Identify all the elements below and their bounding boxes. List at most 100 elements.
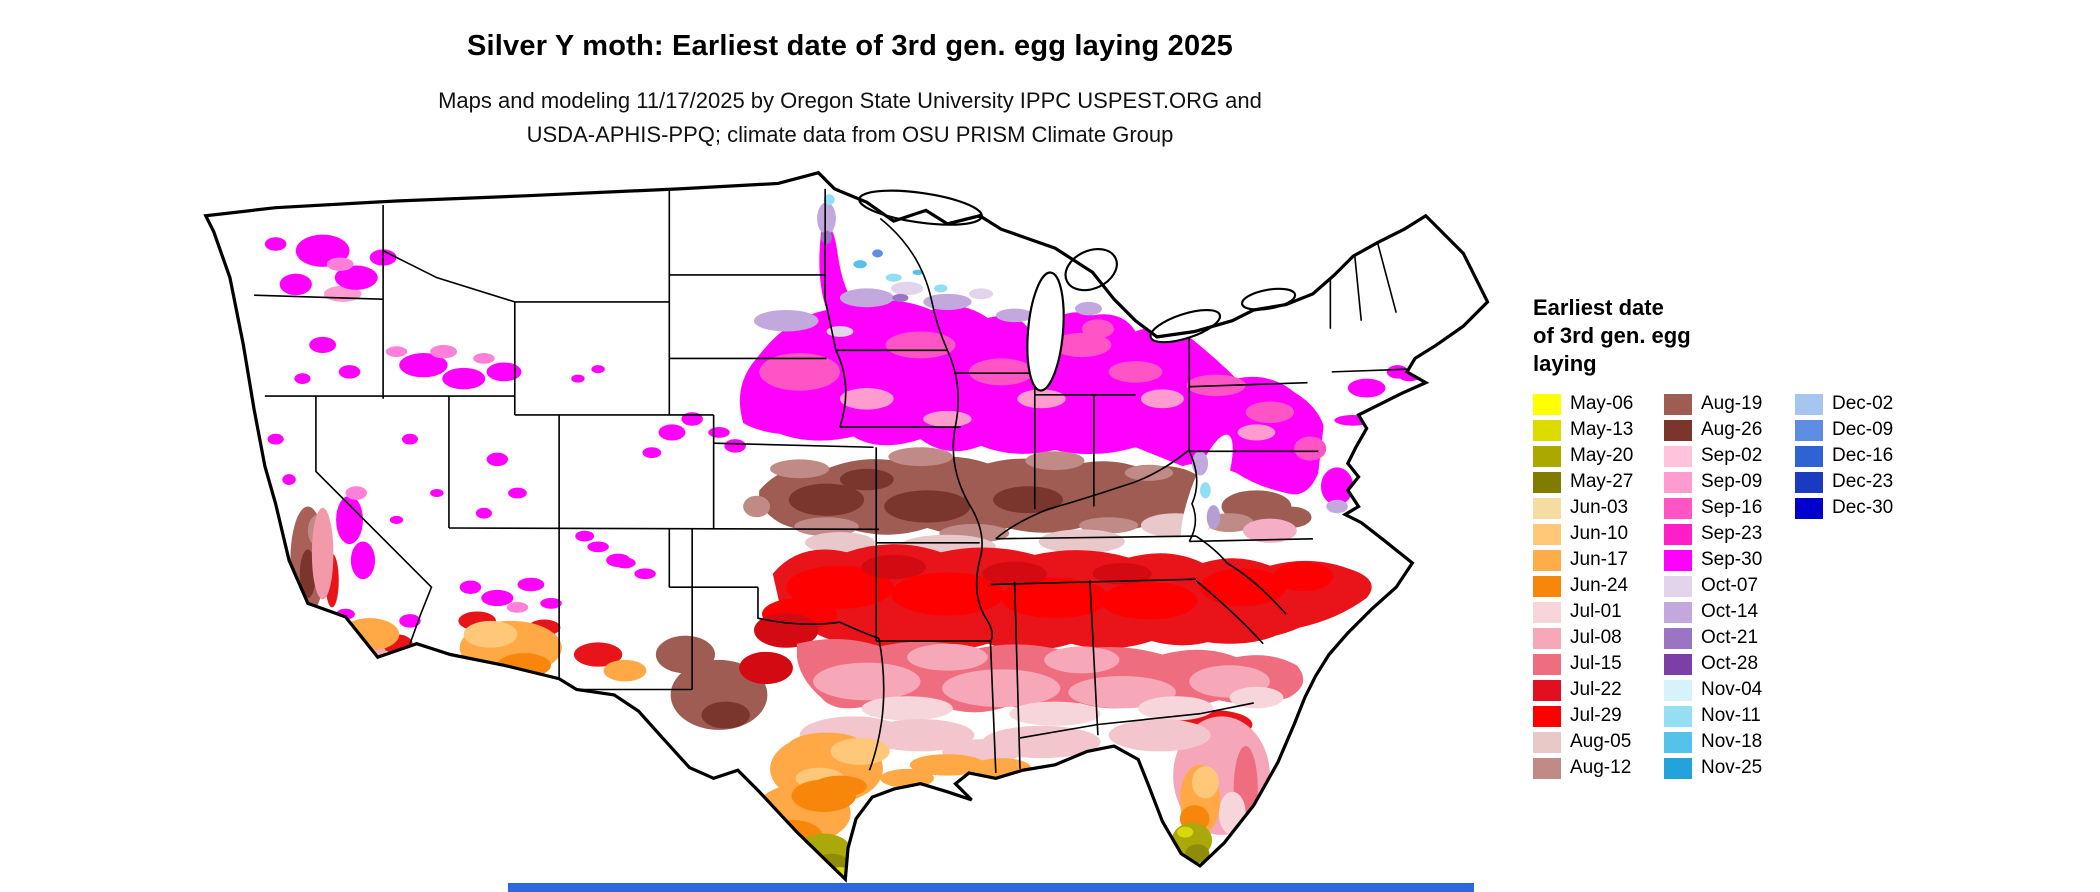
legend-label: Dec-16	[1832, 445, 1894, 466]
legend-item: Aug-05	[1533, 729, 1664, 755]
us-outline	[203, 170, 1490, 883]
legend-label: Dec-02	[1832, 393, 1894, 414]
legend-swatch	[1664, 445, 1692, 467]
legend-swatch	[1533, 705, 1561, 727]
legend-item: Dec-30	[1795, 495, 1926, 521]
legend-label: Sep-09	[1701, 471, 1763, 492]
legend-label: Oct-28	[1701, 653, 1759, 674]
legend-item: Aug-19	[1664, 391, 1795, 417]
legend-swatch	[1664, 731, 1692, 753]
legend-column: May-06 May-13 May-20 May-27 Jun-03 Jun-10 Jun-…	[1533, 391, 1664, 781]
legend-swatch	[1533, 627, 1561, 649]
legend-item: May-20	[1533, 443, 1664, 469]
legend-label: Nov-18	[1701, 731, 1763, 752]
legend-item: Dec-09	[1795, 417, 1926, 443]
legend-label: Dec-30	[1832, 497, 1894, 518]
legend-swatch	[1533, 445, 1561, 467]
legend-swatch	[1664, 627, 1692, 649]
legend-swatch	[1664, 393, 1692, 415]
state-borders	[254, 188, 1407, 773]
legend-item: Nov-18	[1664, 729, 1795, 755]
legend-swatch	[1795, 471, 1823, 493]
legend-swatch	[1533, 393, 1561, 415]
legend-column: Aug-19 Aug-26 Sep-02 Sep-09 Sep-16 Sep-23 Sep-…	[1664, 391, 1795, 781]
legend-item: Jul-29	[1533, 703, 1664, 729]
bottom-strip	[508, 883, 1474, 892]
legend-label: Aug-19	[1701, 393, 1763, 414]
legend-item: Oct-14	[1664, 599, 1795, 625]
legend-item: Aug-12	[1533, 755, 1664, 781]
legend-label: May-06	[1570, 393, 1634, 414]
legend: Earliest date of 3rd gen. egg laying May…	[1533, 294, 2013, 781]
us-map	[195, 170, 1501, 886]
legend-swatch	[1795, 419, 1823, 441]
legend-title-line-3: laying	[1533, 351, 1597, 376]
legend-item: Oct-21	[1664, 625, 1795, 651]
legend-item: Jun-24	[1533, 573, 1664, 599]
legend-swatch	[1664, 575, 1692, 597]
legend-item: Jul-15	[1533, 651, 1664, 677]
legend-label: Jun-10	[1570, 523, 1629, 544]
legend-swatch	[1664, 705, 1692, 727]
legend-label: Aug-12	[1570, 757, 1632, 778]
legend-item: Sep-30	[1664, 547, 1795, 573]
legend-item: May-06	[1533, 391, 1664, 417]
legend-item: Jul-22	[1533, 677, 1664, 703]
legend-label: Sep-30	[1701, 549, 1763, 570]
legend-item: Jul-08	[1533, 625, 1664, 651]
legend-swatch	[1533, 419, 1561, 441]
legend-label: Oct-14	[1701, 601, 1759, 622]
legend-swatch	[1795, 497, 1823, 519]
legend-swatch	[1533, 679, 1561, 701]
legend-swatch	[1533, 757, 1561, 779]
legend-label: Jun-03	[1570, 497, 1629, 518]
legend-item: Nov-04	[1664, 677, 1795, 703]
legend-swatch	[1533, 523, 1561, 545]
legend-item: Sep-23	[1664, 521, 1795, 547]
legend-label: Sep-16	[1701, 497, 1763, 518]
legend-columns: May-06 May-13 May-20 May-27 Jun-03 Jun-10 Jun-…	[1533, 391, 2013, 781]
legend-label: Jul-01	[1570, 601, 1622, 622]
legend-item: May-27	[1533, 469, 1664, 495]
legend-swatch	[1664, 679, 1692, 701]
legend-item: Jun-03	[1533, 495, 1664, 521]
legend-item: May-13	[1533, 417, 1664, 443]
legend-title: Earliest date of 3rd gen. egg laying	[1533, 294, 2013, 378]
page-subtitle: Maps and modeling 11/17/2025 by Oregon S…	[0, 84, 1700, 152]
legend-label: Sep-02	[1701, 445, 1763, 466]
legend-label: Aug-26	[1701, 419, 1763, 440]
legend-swatch	[1664, 653, 1692, 675]
legend-label: Oct-21	[1701, 627, 1759, 648]
legend-label: Jul-08	[1570, 627, 1622, 648]
legend-swatch	[1664, 549, 1692, 571]
legend-label: Dec-23	[1832, 471, 1894, 492]
legend-label: Jun-17	[1570, 549, 1629, 570]
legend-swatch	[1664, 757, 1692, 779]
legend-swatch	[1533, 601, 1561, 623]
legend-item: Jun-10	[1533, 521, 1664, 547]
legend-item: Nov-25	[1664, 755, 1795, 781]
legend-label: May-20	[1570, 445, 1634, 466]
legend-item: Jun-17	[1533, 547, 1664, 573]
legend-swatch	[1795, 393, 1823, 415]
subtitle-line-1: Maps and modeling 11/17/2025 by Oregon S…	[438, 88, 1262, 113]
legend-label: Aug-05	[1570, 731, 1632, 752]
map-fill-layer	[205, 172, 1488, 880]
legend-label: Jul-29	[1570, 705, 1622, 726]
legend-item: Nov-11	[1664, 703, 1795, 729]
legend-label: Dec-09	[1832, 419, 1894, 440]
legend-item: Aug-26	[1664, 417, 1795, 443]
legend-label: May-13	[1570, 419, 1634, 440]
legend-swatch	[1664, 419, 1692, 441]
legend-swatch	[1533, 471, 1561, 493]
legend-item: Sep-02	[1664, 443, 1795, 469]
us-map-svg	[203, 170, 1490, 883]
legend-swatch	[1664, 471, 1692, 493]
legend-item: Dec-02	[1795, 391, 1926, 417]
legend-swatch	[1664, 601, 1692, 623]
legend-label: Nov-04	[1701, 679, 1763, 700]
legend-label: Nov-11	[1701, 705, 1761, 726]
legend-swatch	[1533, 653, 1561, 675]
legend-item: Dec-16	[1795, 443, 1926, 469]
legend-column: Dec-02 Dec-09 Dec-16 Dec-23 Dec-30	[1795, 391, 1926, 521]
